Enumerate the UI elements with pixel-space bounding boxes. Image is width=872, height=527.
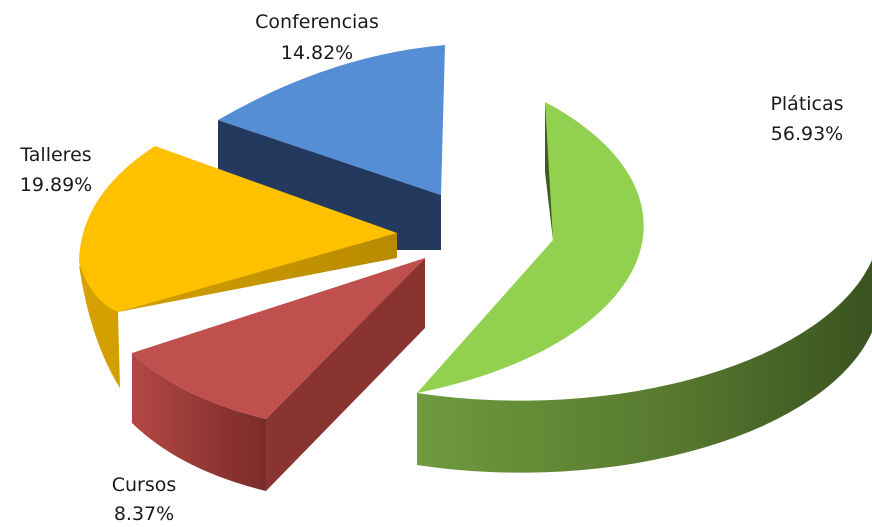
label-platicas-value: 56.93% <box>771 123 843 145</box>
slice-talleres <box>79 146 397 312</box>
slice-conferencias-side <box>218 120 441 250</box>
slice-conferencias <box>218 45 445 195</box>
label-platicas-name: Pláticas <box>770 93 843 115</box>
label-cursos-value: 8.37% <box>114 503 174 525</box>
label-cursos-name: Cursos <box>112 474 177 496</box>
slice-cursos-edge <box>266 258 425 491</box>
label-talleres-name: Talleres <box>19 144 91 166</box>
label-conferencias-name: Conferencias <box>255 11 379 33</box>
label-conferencias-value: 14.82% <box>281 42 353 64</box>
slice-platicas <box>417 102 644 393</box>
slice-cursos <box>132 258 425 419</box>
slice-cursos-side <box>132 353 266 491</box>
slice-platicas-side <box>417 260 872 473</box>
label-talleres-value: 19.89% <box>20 174 92 196</box>
slice-talleres-side <box>79 233 397 388</box>
